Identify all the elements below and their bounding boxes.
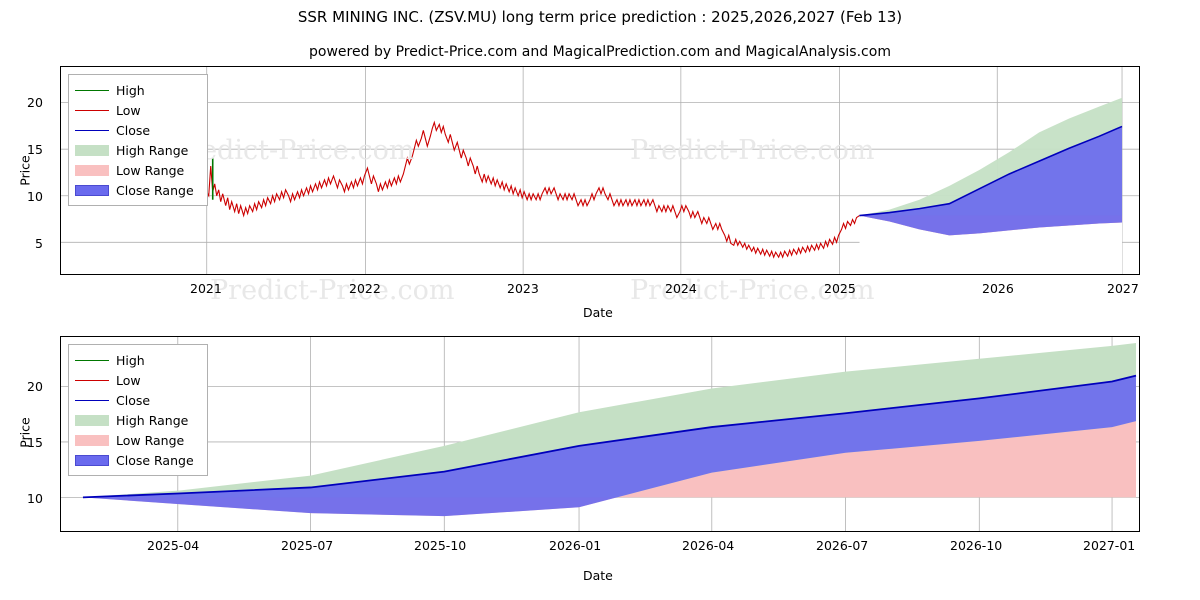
- legend-item-low-range: Low Range: [75, 160, 200, 180]
- legend-key-high-range-icon: [75, 144, 109, 157]
- legend-item-close-2: Close: [75, 390, 200, 410]
- bottom-xaxis-label: Date: [583, 568, 613, 583]
- top-chart-legend: High Low Close High Range Low Range Clos…: [68, 74, 208, 206]
- legend-label-low-range-2: Low Range: [116, 432, 185, 448]
- legend-key-low-icon: [75, 104, 109, 117]
- top-xtick-2025: 2025: [824, 281, 856, 296]
- top-xtick-2024: 2024: [665, 281, 697, 296]
- top-xtick-2026: 2026: [982, 281, 1014, 296]
- bottom-chart-svg: [61, 337, 1139, 531]
- legend-item-close: Close: [75, 120, 200, 140]
- bottom-xtick-7: 2026-10: [950, 538, 1003, 553]
- top-ytick-20: 20: [27, 95, 43, 110]
- legend-item-high: High: [75, 80, 200, 100]
- top-xtick-2027: 2027: [1107, 281, 1139, 296]
- top-ytick-15: 15: [27, 142, 43, 157]
- bottom-low-range-band: [82, 421, 1137, 517]
- top-yaxis-label: Price: [17, 155, 33, 186]
- top-close-forecast-line: [859, 125, 1123, 217]
- watermark-mid-left: Predict-Price.com: [210, 275, 455, 306]
- legend-key-close-icon-2: [75, 394, 109, 407]
- legend-key-high-range-icon-2: [75, 414, 109, 427]
- top-xtick-2022: 2022: [349, 281, 381, 296]
- legend-key-low-icon-2: [75, 374, 109, 387]
- top-historical-price-line: [132, 120, 860, 259]
- top-ytick-5: 5: [35, 236, 43, 251]
- legend-key-low-range-icon-2: [75, 434, 109, 447]
- legend-key-low-range-icon: [75, 164, 109, 177]
- top-ytick-10: 10: [27, 189, 43, 204]
- top-chart-svg: [61, 67, 1139, 274]
- legend-item-low: Low: [75, 100, 200, 120]
- bottom-xtick-3: 2025-10: [414, 538, 467, 553]
- legend-item-low-2: Low: [75, 370, 200, 390]
- legend-label-close: Close: [116, 122, 151, 138]
- legend-label-high: High: [116, 82, 145, 98]
- bottom-xtick-5: 2026-04: [682, 538, 735, 553]
- page-title: SSR MINING INC. (ZSV.MU) long term price…: [297, 8, 903, 26]
- legend-item-high-range-2: High Range: [75, 410, 200, 430]
- legend-key-high-icon-2: [75, 354, 109, 367]
- bottom-xtick-4: 2026-01: [549, 538, 602, 553]
- legend-label-close-range-2: Close Range: [116, 452, 194, 468]
- bottom-xtick-6: 2026-07: [816, 538, 869, 553]
- bottom-yaxis-label: Price: [17, 417, 33, 448]
- top-xaxis-label: Date: [583, 305, 613, 320]
- bottom-chart-legend: High Low Close High Range Low Range Clos…: [68, 344, 208, 476]
- legend-item-high-2: High: [75, 350, 200, 370]
- legend-item-high-range: High Range: [75, 140, 200, 160]
- bottom-xtick-8: 2027-01: [1083, 538, 1136, 553]
- top-low-range-clip: [859, 215, 1123, 274]
- bottom-ytick-15: 15: [27, 435, 43, 450]
- legend-key-close-icon: [75, 124, 109, 137]
- bottom-ytick-20: 20: [27, 379, 43, 394]
- legend-label-high-2: High: [116, 352, 145, 368]
- legend-item-close-range-2: Close Range: [75, 450, 200, 470]
- legend-item-close-range: Close Range: [75, 180, 200, 200]
- bottom-close-forecast-line: [82, 374, 1137, 499]
- legend-key-close-range-icon-2: [75, 454, 109, 467]
- legend-label-close-2: Close: [116, 392, 151, 408]
- bottom-xtick-1: 2025-04: [147, 538, 200, 553]
- legend-label-close-range: Close Range: [116, 182, 194, 198]
- legend-label-low-2: Low: [116, 372, 141, 388]
- legend-label-high-range-2: High Range: [116, 412, 189, 428]
- legend-label-low-range: Low Range: [116, 162, 185, 178]
- legend-label-low: Low: [116, 102, 141, 118]
- bottom-ytick-10: 10: [27, 491, 43, 506]
- bottom-chart-plot-area: [60, 336, 1140, 532]
- top-xtick-2021: 2021: [190, 281, 222, 296]
- top-xtick-2023: 2023: [507, 281, 539, 296]
- top-chart-plot-area: [60, 66, 1140, 275]
- bottom-xtick-2: 2025-07: [281, 538, 334, 553]
- page-subtitle: powered by Predict-Price.com and Magical…: [309, 44, 891, 60]
- legend-item-low-range-2: Low Range: [75, 430, 200, 450]
- legend-label-high-range: High Range: [116, 142, 189, 158]
- legend-key-high-icon: [75, 84, 109, 97]
- legend-key-close-range-icon: [75, 184, 109, 197]
